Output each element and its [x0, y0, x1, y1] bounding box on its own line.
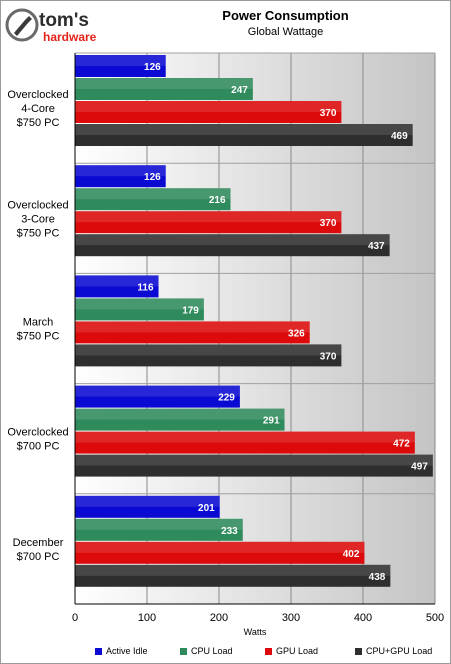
bar-highlight: [75, 518, 243, 530]
bar-highlight: [75, 454, 433, 466]
bar-value-label: 438: [369, 572, 386, 583]
bar: [75, 101, 342, 123]
legend-swatch: [95, 647, 102, 655]
bar-value-label: 370: [320, 351, 337, 362]
legend-item: Active Idle: [95, 646, 148, 656]
x-tick-label: 100: [138, 612, 156, 624]
bar: [75, 495, 220, 518]
bar-value-label: 402: [343, 549, 360, 560]
legend-swatch: [265, 647, 272, 655]
bar-value-label: 126: [144, 62, 161, 73]
bar: [75, 78, 253, 100]
category-label: December: [13, 537, 64, 549]
category-label: $750 PC: [17, 117, 60, 129]
bar: [75, 564, 391, 587]
toms-hardware-logo: tom's hardware: [5, 8, 97, 44]
bar-value-label: 116: [137, 282, 154, 293]
x-tick-label: 0: [72, 612, 78, 624]
category-label: 3-Core: [21, 213, 55, 225]
logo-text-hardware: hardware: [43, 30, 97, 44]
x-tick-label: 500: [426, 612, 444, 624]
bar-value-label: 179: [182, 305, 199, 316]
legend-swatch: [355, 647, 362, 655]
legend-item: GPU Load: [265, 646, 318, 656]
bar-value-label: 229: [218, 393, 235, 404]
bar-value-label: 497: [411, 462, 428, 473]
legend-label: Active Idle: [106, 646, 148, 656]
bar: [75, 188, 231, 211]
bar: [75, 431, 415, 454]
logo-text-toms: tom's: [39, 10, 89, 31]
category-label: Overclocked: [7, 89, 68, 101]
category-label: $700 PC: [17, 441, 60, 453]
bar: [75, 541, 365, 564]
bar-value-label: 370: [320, 218, 337, 229]
bar: [75, 165, 166, 188]
bar-highlight: [75, 211, 342, 223]
category-label: Overclocked: [7, 199, 68, 211]
x-tick-label: 200: [210, 612, 228, 624]
bar-value-label: 216: [209, 195, 226, 206]
bar-highlight: [75, 495, 220, 507]
category-label: Overclocked: [7, 427, 68, 439]
bar-highlight: [75, 234, 390, 246]
bar-value-label: 469: [391, 131, 408, 142]
x-axis-label: Watts: [244, 627, 267, 637]
bar-highlight: [75, 124, 413, 135]
hammer-icon: [14, 16, 32, 36]
bar-highlight: [75, 564, 391, 576]
bar-value-label: 370: [320, 108, 337, 119]
bar-highlight: [75, 275, 159, 287]
bar-highlight: [75, 541, 365, 553]
bar-value-label: 247: [231, 85, 248, 96]
category-label: March: [23, 317, 54, 329]
chart-title: Power Consumption: [222, 8, 349, 23]
bar-value-label: 291: [263, 416, 280, 427]
bar: [75, 518, 243, 541]
category-label: $750 PC: [17, 331, 60, 343]
bar: [75, 321, 310, 344]
bar: [75, 211, 342, 234]
category-label: $700 PC: [17, 551, 60, 563]
legend-swatch: [180, 647, 187, 655]
category-label: $750 PC: [17, 227, 60, 239]
bar-value-label: 472: [393, 439, 410, 450]
bar: [75, 408, 285, 431]
legend-label: CPU Load: [191, 646, 233, 656]
bar: [75, 55, 166, 77]
bar: [75, 385, 240, 408]
bar-highlight: [75, 188, 231, 200]
bar-value-label: 326: [288, 328, 305, 339]
bar: [75, 124, 413, 146]
x-tick-label: 300: [282, 612, 300, 624]
legend-item: CPU+GPU Load: [355, 646, 432, 656]
bar: [75, 344, 342, 367]
legend-label: CPU+GPU Load: [366, 646, 433, 656]
bar-value-label: 233: [221, 526, 238, 537]
legend-label: GPU Load: [276, 646, 319, 656]
bar-highlight: [75, 408, 285, 420]
bar-highlight: [75, 321, 310, 333]
bar: [75, 275, 159, 298]
bar: [75, 454, 433, 477]
bar-highlight: [75, 431, 415, 443]
bar-value-label: 126: [144, 172, 161, 183]
bar-highlight: [75, 385, 240, 397]
category-label: 4-Core: [21, 103, 55, 115]
bar-highlight: [75, 165, 166, 177]
bar-value-label: 201: [198, 503, 215, 514]
bar-highlight: [75, 344, 342, 356]
bar-highlight: [75, 78, 253, 89]
bar: [75, 234, 390, 257]
x-tick-label: 400: [354, 612, 372, 624]
bar: [75, 298, 204, 321]
bar-highlight: [75, 101, 342, 112]
bar-highlight: [75, 55, 166, 66]
legend-item: CPU Load: [180, 646, 233, 656]
bar-highlight: [75, 298, 204, 310]
chart-subtitle: Global Wattage: [247, 26, 324, 38]
bar-value-label: 437: [368, 241, 385, 252]
